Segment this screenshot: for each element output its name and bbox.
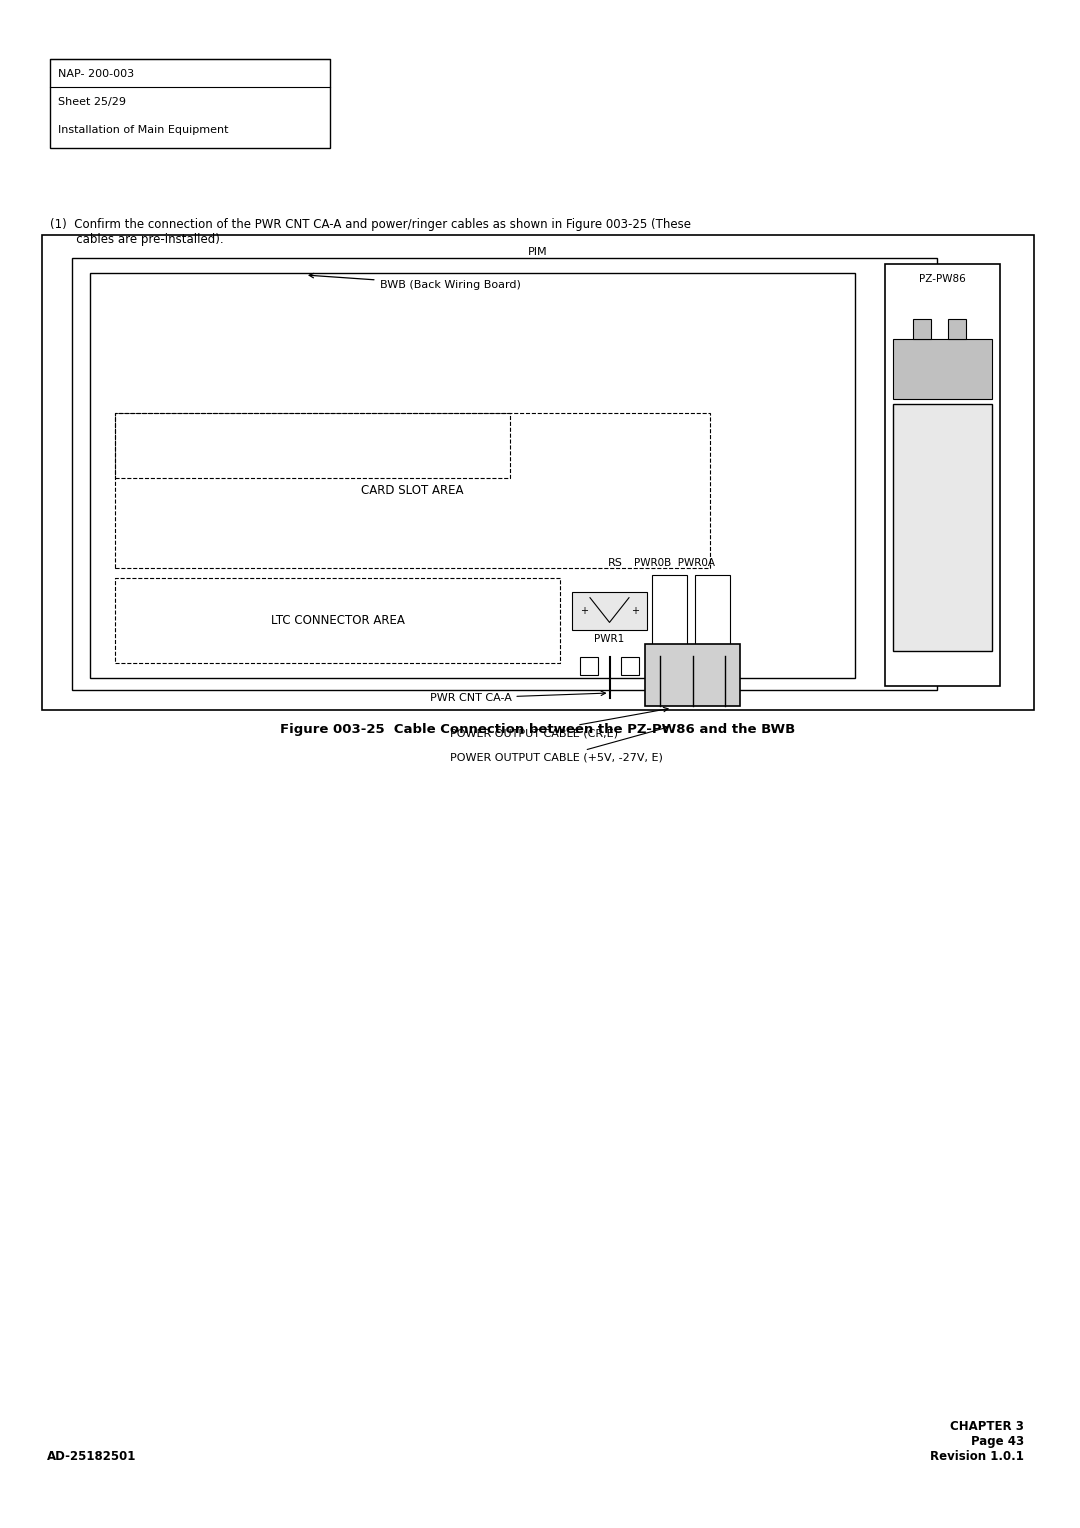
Text: (1)  Confirm the connection of the PWR CNT CA-A and power/ringer cables as shown: (1) Confirm the connection of the PWR CN… (50, 219, 691, 246)
Text: CHAPTER 3
Page 43
Revision 1.0.1: CHAPTER 3 Page 43 Revision 1.0.1 (930, 1420, 1024, 1462)
Text: NAP- 200-003: NAP- 200-003 (58, 69, 134, 79)
Bar (696, 575, 730, 649)
Bar (621, 657, 639, 675)
Text: Sheet 25/29: Sheet 25/29 (58, 98, 126, 107)
Bar (645, 643, 740, 706)
Text: +: + (631, 607, 639, 616)
Text: POWER OUTPUT CABLE (+5V, -27V, E): POWER OUTPUT CABLE (+5V, -27V, E) (450, 726, 669, 762)
Text: Figure 003-25  Cable Connection between the PZ-PW86 and the BWB: Figure 003-25 Cable Connection between t… (281, 723, 796, 736)
Bar (652, 575, 687, 649)
Text: PZ-PW86: PZ-PW86 (919, 274, 966, 284)
Text: Installation of Main Equipment: Installation of Main Equipment (58, 125, 229, 136)
Text: CARD SLOT AREA: CARD SLOT AREA (361, 484, 463, 497)
Text: RS: RS (608, 558, 622, 568)
Bar (114, 578, 561, 663)
Bar (580, 657, 598, 675)
Bar (42, 235, 1034, 711)
Text: LTC CONNECTOR AREA: LTC CONNECTOR AREA (271, 614, 404, 626)
Text: PWR0B  PWR0A: PWR0B PWR0A (635, 558, 715, 568)
Bar (893, 339, 993, 399)
Bar (114, 413, 710, 568)
Bar (90, 274, 855, 678)
Bar (114, 413, 510, 478)
Text: PWR1: PWR1 (594, 634, 624, 643)
Text: AD-25182501: AD-25182501 (48, 1450, 137, 1462)
Bar (948, 319, 966, 339)
Bar (893, 403, 993, 651)
Bar (72, 258, 937, 691)
Bar (50, 60, 330, 148)
Text: +: + (580, 607, 588, 616)
Bar (572, 591, 647, 630)
Bar (885, 264, 1000, 686)
Bar (913, 319, 931, 339)
Text: PWR CNT CA-A: PWR CNT CA-A (430, 691, 606, 703)
Text: BWB (Back Wiring Board): BWB (Back Wiring Board) (309, 274, 521, 290)
Text: PIM: PIM (528, 248, 548, 257)
Text: POWER OUTPUT CABLE (CR,E): POWER OUTPUT CABLE (CR,E) (450, 707, 669, 738)
